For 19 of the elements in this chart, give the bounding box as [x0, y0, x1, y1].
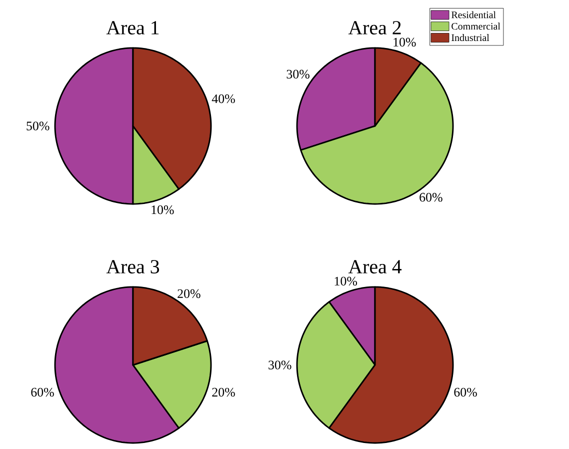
data-label: 20% — [178, 289, 200, 298]
data-label: 20% — [212, 388, 235, 397]
chart-title: Area 3 — [106, 260, 160, 274]
data-label: 30% — [286, 70, 310, 79]
data-label: 50% — [26, 122, 50, 130]
data-label: 10% — [152, 205, 174, 214]
chart-title: Area 4 — [348, 260, 402, 274]
legend-label: Commercial — [452, 22, 500, 30]
chart-title: Area 1 — [106, 21, 159, 34]
data-label: 40% — [212, 94, 235, 104]
chart-title: Area 2 — [348, 21, 401, 34]
data-label: 60% — [454, 388, 477, 397]
data-label: 30% — [268, 360, 292, 370]
data-label: 10% — [394, 38, 416, 47]
data-label: 10% — [334, 276, 358, 286]
data-label: 60% — [31, 388, 54, 397]
legend-label: Residential — [451, 11, 496, 18]
data-label: 60% — [420, 192, 442, 202]
legend-label: Industrial — [452, 34, 490, 42]
